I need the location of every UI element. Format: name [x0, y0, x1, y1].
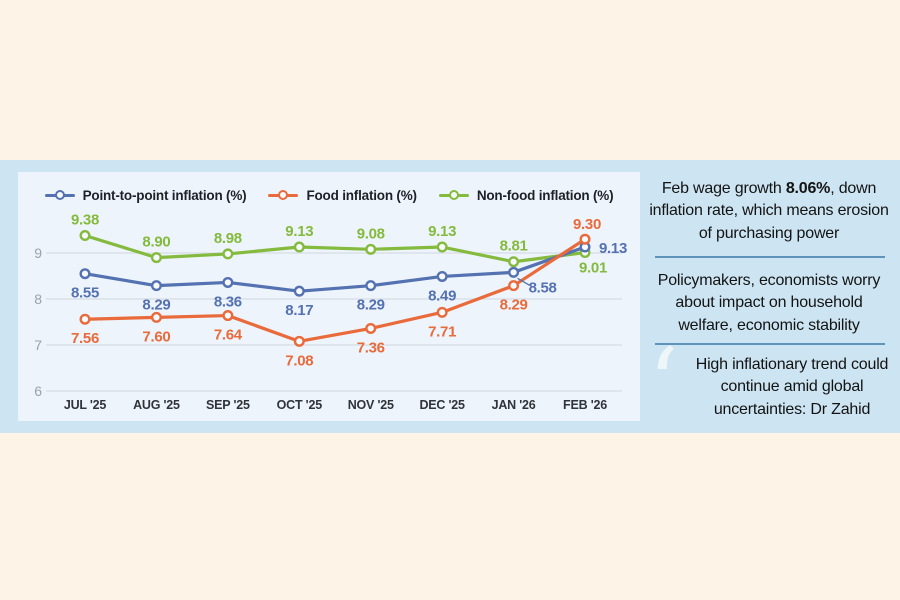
svg-text:8.29: 8.29 [500, 297, 528, 314]
line-marker-icon [268, 193, 299, 197]
svg-text:9.13: 9.13 [285, 223, 313, 240]
legend-label: Food inflation (%) [306, 187, 417, 203]
svg-text:7.56: 7.56 [71, 330, 99, 347]
svg-text:JAN '26: JAN '26 [492, 398, 536, 412]
svg-text:8.36: 8.36 [214, 293, 242, 310]
svg-text:FEB '26: FEB '26 [563, 398, 607, 412]
inflation-chart-panel: Point-to-point inflation (%) Food inflat… [18, 172, 640, 421]
svg-text:JUL '25: JUL '25 [64, 398, 107, 412]
line-marker-icon [44, 193, 75, 197]
divider [655, 256, 885, 258]
svg-text:8.29: 8.29 [142, 297, 170, 314]
caption-wage-growth: Feb wage growth 8.06%, down inflation ra… [648, 178, 890, 245]
caption-text: Feb wage growth [661, 180, 786, 197]
svg-text:8.98: 8.98 [214, 230, 242, 247]
caption-expert-quote: ‘ High inflationary trend could continue… [648, 328, 890, 440]
svg-text:8.55: 8.55 [71, 285, 99, 302]
svg-text:OCT '25: OCT '25 [277, 398, 323, 412]
svg-text:9.01: 9.01 [579, 260, 607, 277]
legend-label: Non-food inflation (%) [476, 187, 614, 203]
svg-text:7: 7 [34, 337, 42, 353]
line-marker-icon [438, 193, 469, 197]
svg-text:7.36: 7.36 [357, 339, 385, 356]
svg-text:8.49: 8.49 [428, 287, 456, 304]
svg-text:9.13: 9.13 [599, 240, 627, 257]
divider [655, 343, 885, 345]
svg-text:7.71: 7.71 [428, 323, 456, 340]
svg-text:8: 8 [34, 291, 42, 307]
svg-text:9.30: 9.30 [573, 216, 601, 233]
inflation-line-chart: 6 7 8 9 JUL '25 AUG '25 SEP '25 OCT '25 NOV '25 D… [34, 212, 627, 412]
svg-text:8.90: 8.90 [142, 234, 170, 251]
svg-text:AUG '25: AUG '25 [133, 398, 180, 412]
svg-text:9.13: 9.13 [428, 223, 456, 240]
svg-text:6: 6 [34, 383, 42, 399]
chart-legend: Point-to-point inflation (%) Food inflat… [18, 185, 640, 205]
svg-text:9.08: 9.08 [357, 225, 385, 242]
quote-text: High inflationary trend could continue a… [695, 356, 889, 418]
svg-text:7.64: 7.64 [214, 327, 243, 344]
caption-policymakers: Policymakers, economists worry about imp… [657, 272, 881, 334]
svg-text:8.81: 8.81 [500, 238, 528, 255]
svg-text:9: 9 [34, 245, 42, 261]
legend-item-food: Food inflation (%) [268, 187, 417, 203]
svg-text:7.60: 7.60 [142, 328, 170, 345]
svg-text:SEP '25: SEP '25 [206, 398, 250, 412]
svg-text:7.08: 7.08 [285, 352, 313, 369]
svg-text:9.38: 9.38 [71, 212, 99, 229]
legend-item-point-to-point: Point-to-point inflation (%) [44, 187, 247, 203]
quote-icon: ‘ [648, 328, 679, 440]
svg-text:NOV '25: NOV '25 [348, 398, 394, 412]
svg-text:8.58: 8.58 [529, 279, 557, 296]
caption-highlight: 8.06% [785, 180, 831, 197]
svg-text:DEC '25: DEC '25 [419, 398, 465, 412]
svg-text:8.17: 8.17 [285, 302, 313, 319]
caption-text: , down inflation rate, which means erosi… [649, 180, 889, 242]
legend-item-non-food: Non-food inflation (%) [438, 187, 614, 203]
legend-label: Point-to-point inflation (%) [82, 187, 247, 203]
svg-text:8.29: 8.29 [357, 297, 385, 314]
